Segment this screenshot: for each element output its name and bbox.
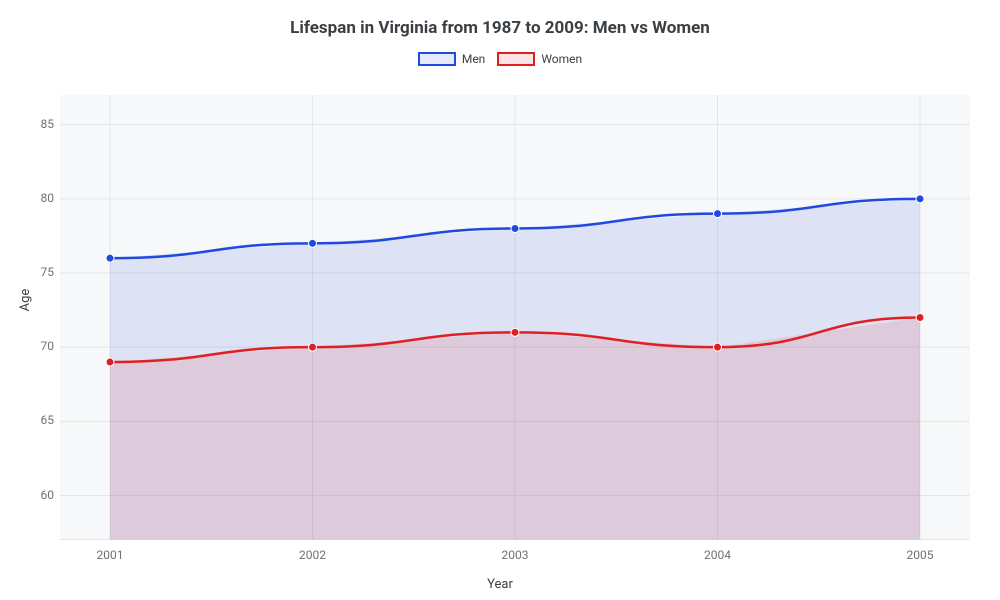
legend-label-women: Women <box>541 52 582 66</box>
y-tick-label: 65 <box>41 413 55 427</box>
legend-item-men[interactable]: Men <box>418 52 485 66</box>
y-tick-label: 60 <box>41 488 55 502</box>
x-tick-label: 2005 <box>907 548 934 562</box>
x-axis-label: Year <box>487 577 513 592</box>
legend-label-men: Men <box>462 52 485 66</box>
chart-container: Lifespan in Virginia from 1987 to 2009: … <box>0 0 1000 600</box>
plot-svg <box>60 95 970 540</box>
x-tick-label: 2002 <box>299 548 326 562</box>
chart-title: Lifespan in Virginia from 1987 to 2009: … <box>0 0 1000 38</box>
y-tick-label: 70 <box>41 339 55 353</box>
y-tick-label: 85 <box>41 117 55 131</box>
plot-area <box>60 95 970 540</box>
legend-swatch-women <box>497 52 535 66</box>
x-tick-label: 2004 <box>704 548 731 562</box>
x-tick-label: 2001 <box>97 548 124 562</box>
legend-swatch-men <box>418 52 456 66</box>
y-axis-label: Age <box>18 289 33 312</box>
x-tick-label: 2003 <box>502 548 529 562</box>
y-tick-label: 75 <box>41 265 55 279</box>
legend: Men Women <box>0 52 1000 66</box>
legend-item-women[interactable]: Women <box>497 52 582 66</box>
y-tick-label: 80 <box>41 191 55 205</box>
